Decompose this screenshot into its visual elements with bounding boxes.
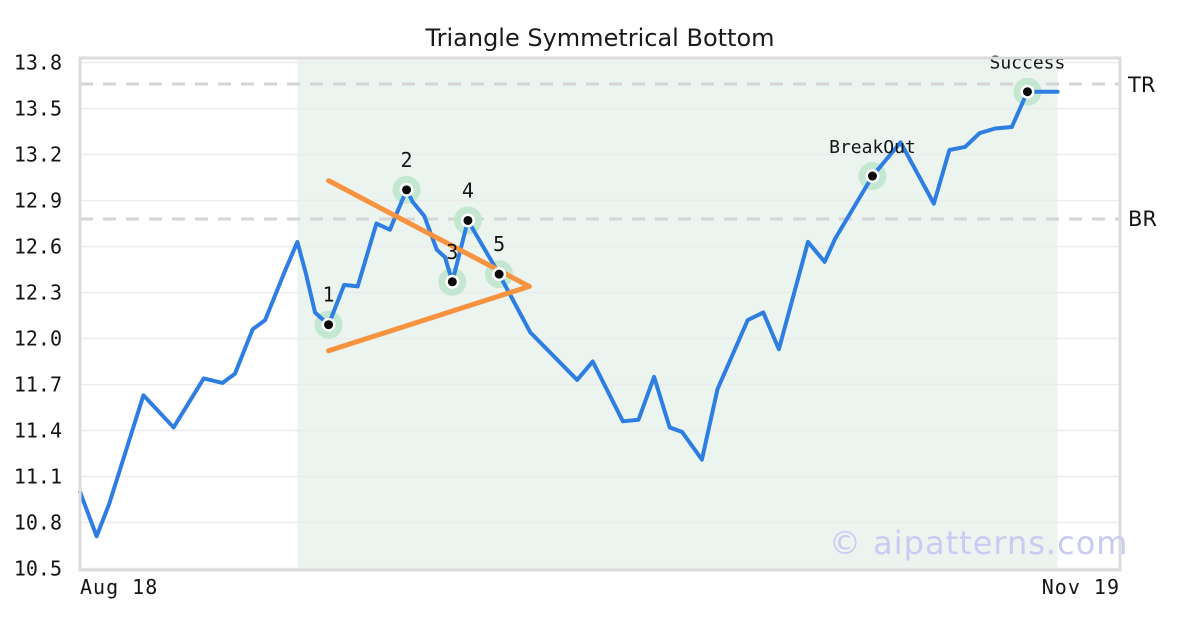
y-tick-label: 12.0 [14,327,62,351]
y-tick-label: 13.2 [14,143,62,167]
pattern-point-3-dot [447,277,457,287]
pattern-shaded-region [297,58,1058,570]
y-tick-label: 13.5 [14,97,62,121]
annotation-success-label: Success [990,53,1066,74]
x-tick-start: Aug 18 [80,575,159,599]
annotation-breakout-label: BreakOut [829,137,916,158]
chart-title: Triangle Symmetrical Bottom [425,24,775,52]
y-tick-label: 12.3 [14,281,62,305]
watermark: © aipatterns.com [829,524,1129,562]
x-tick-end: Nov 19 [1041,575,1120,599]
y-tick-label: 11.7 [14,373,62,397]
pattern-point-1-label: 1 [323,283,335,307]
y-tick-label: 10.8 [14,510,62,534]
level-label-br: BR [1128,207,1157,231]
y-tick-label: 12.9 [14,189,62,213]
pattern-point-4-label: 4 [462,178,474,202]
annotation-breakout-dot [867,171,877,181]
annotation-success-dot [1022,87,1032,97]
level-label-tr: TR [1128,73,1156,97]
pattern-point-2-dot [402,185,412,195]
y-tick-label: 12.6 [14,235,62,259]
pattern-point-5-label: 5 [493,232,505,256]
y-tick-label: 11.4 [14,419,62,443]
y-tick-label: 10.5 [14,556,62,580]
pattern-point-4-dot [463,215,473,225]
pattern-point-3-label: 3 [446,240,458,264]
y-tick-label: 13.8 [14,51,62,75]
trendline-lower [326,283,532,354]
pattern-point-1-dot [324,320,334,330]
pattern-point-2-label: 2 [401,148,413,172]
pattern-point-5-dot [494,269,504,279]
plot-border [78,56,1122,572]
y-tick-label: 11.1 [14,464,62,488]
